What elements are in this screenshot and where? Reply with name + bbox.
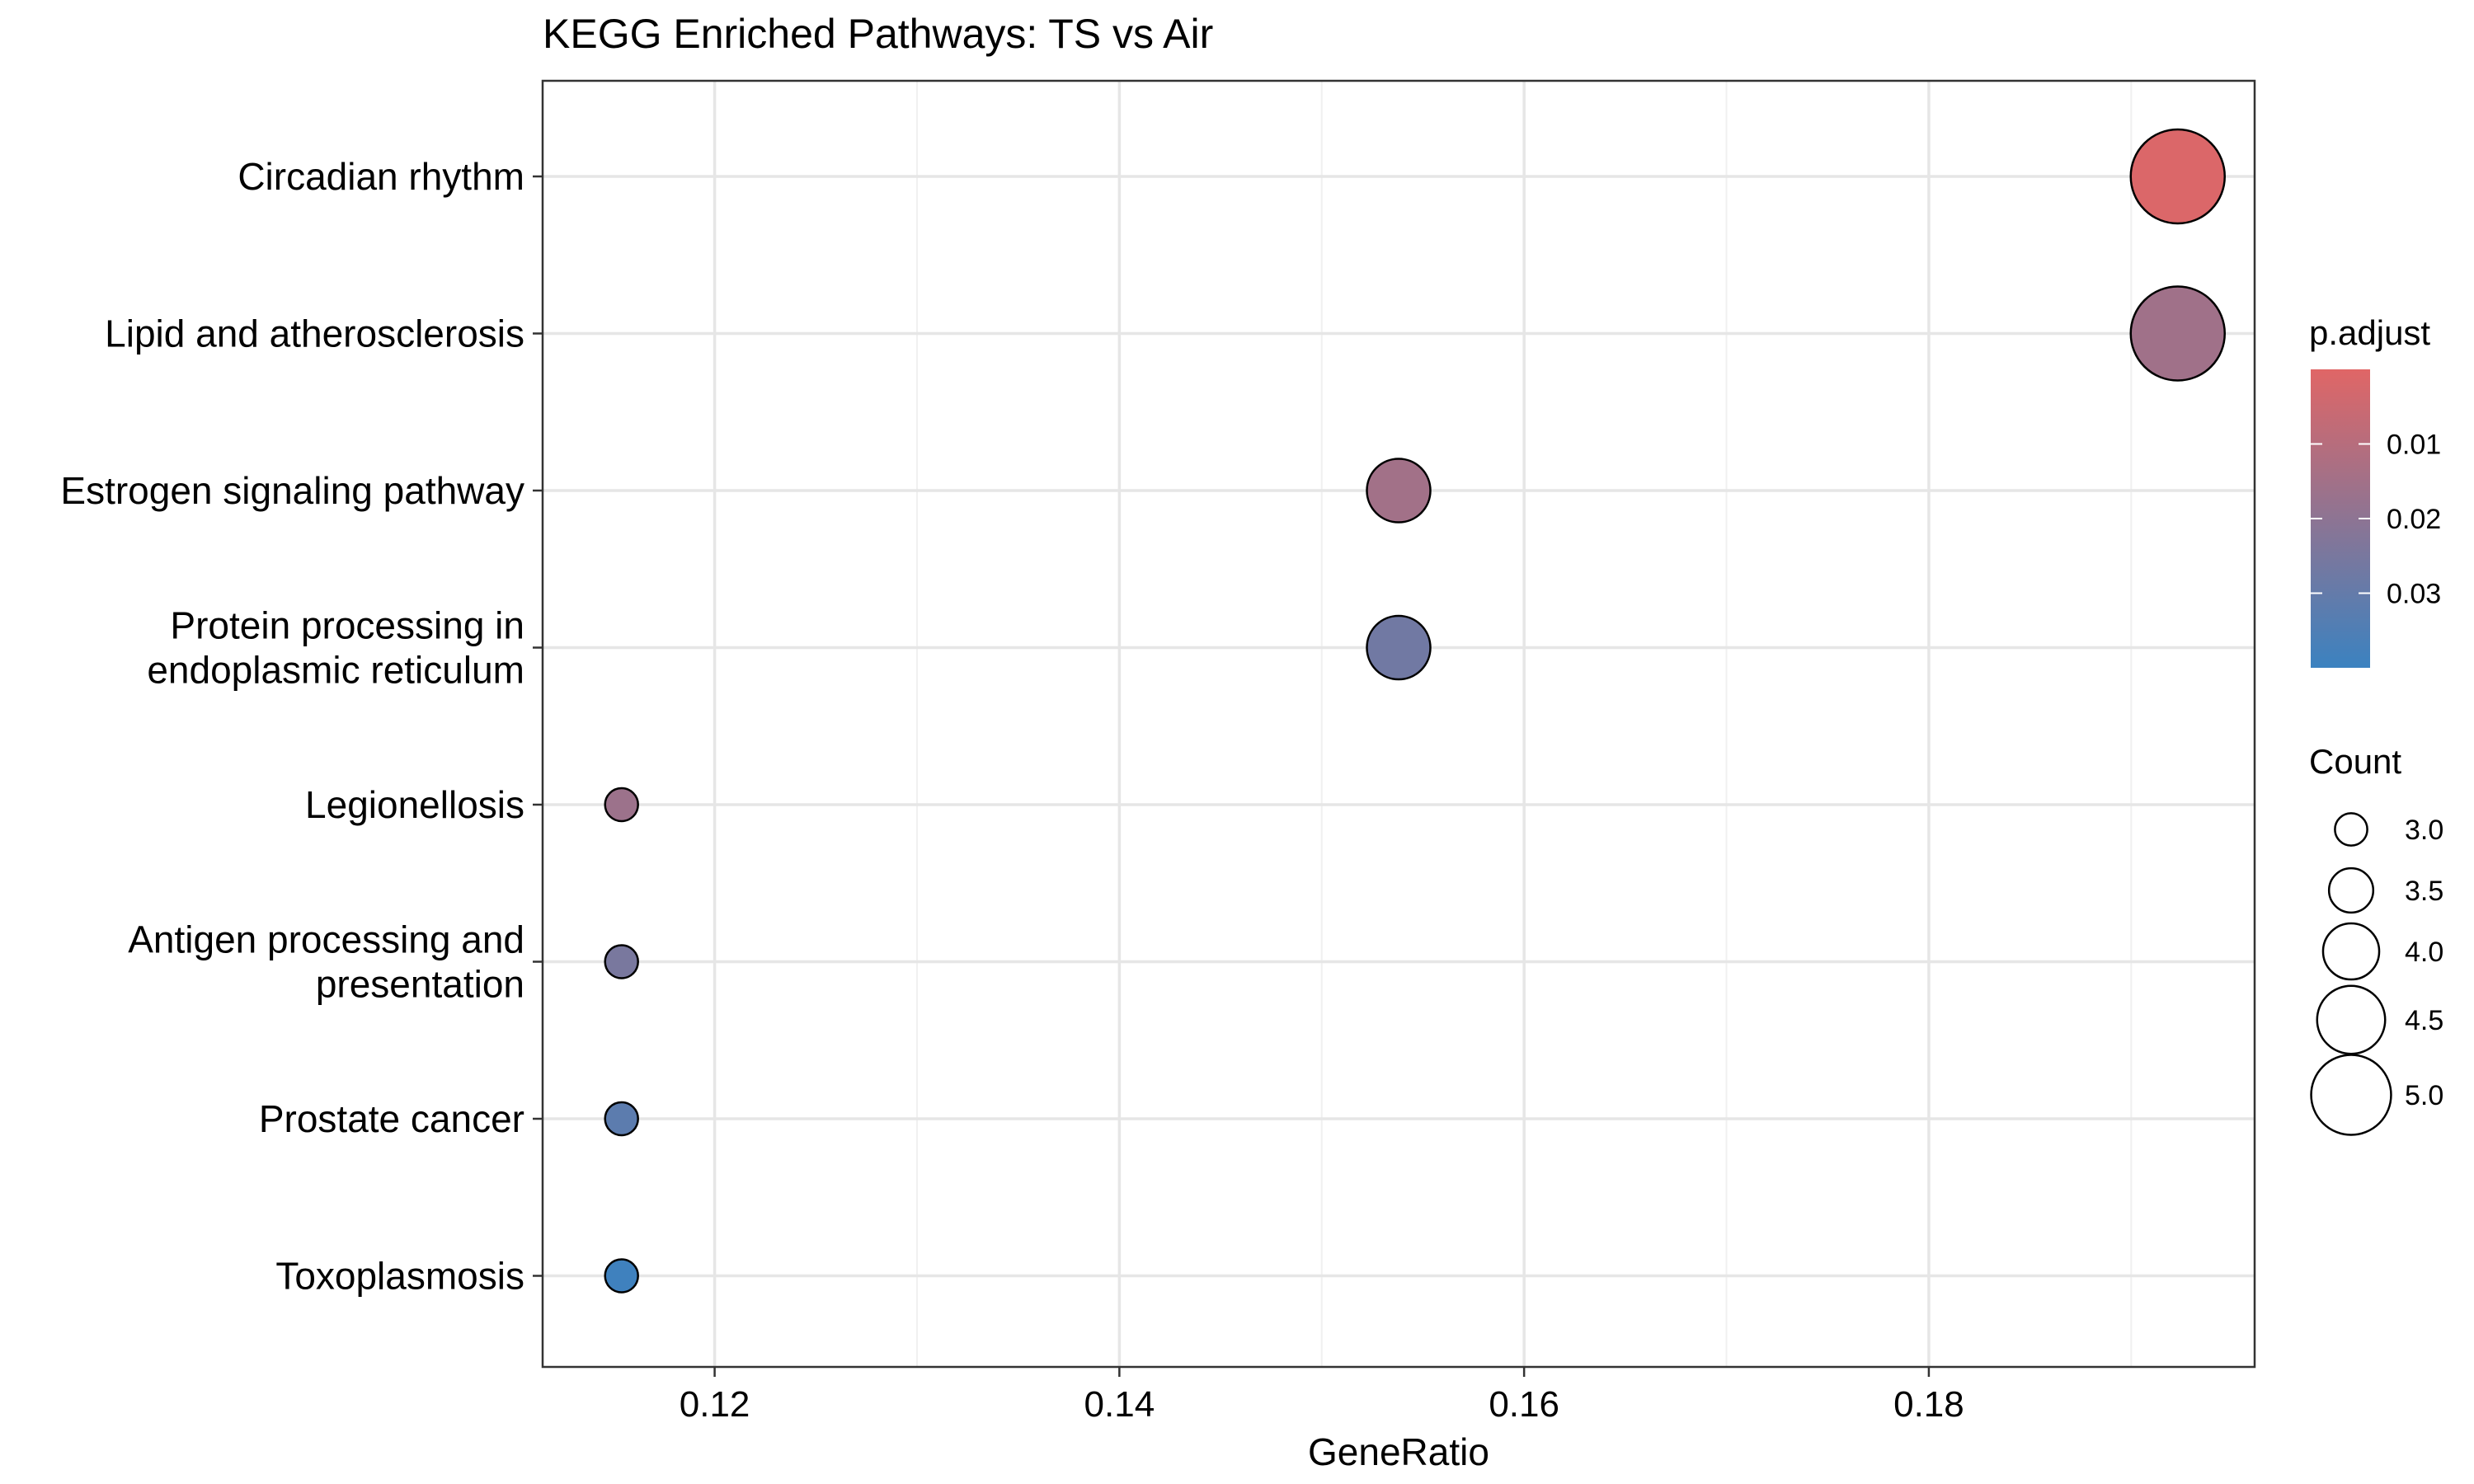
color-legend: p.adjust 0.01 0.02 0.03 [2309,313,2441,668]
y-tick-label: Estrogen signaling pathway [60,469,524,512]
size-legend-label: 5.0 [2405,1080,2443,1111]
size-legend-key [2334,812,2368,847]
plot-panel [543,81,2255,1367]
data-point [2129,285,2227,382]
data-point [1366,458,1432,524]
data-point [604,944,639,979]
size-legend-key [2310,1054,2392,1136]
y-tick-label: Prostate cancer [259,1097,524,1140]
size-legend-label: 4.0 [2405,937,2443,968]
y-tick-label: Antigen processing and presentation [128,918,524,1006]
x-tick-label: 0.14 [1084,1384,1155,1425]
colorbar-tick-label: 0.01 [2387,430,2441,461]
x-tick-label: 0.12 [680,1384,750,1425]
size-legend: Count 3.0 3.5 4.0 4.5 5.0 [2309,742,2443,1136]
y-tick-label: Protein processing in endoplasmic reticul… [147,604,524,692]
plot-border [541,79,2256,1369]
y-tick-label: Circadian rhythm [238,155,524,198]
size-legend-title: Count [2309,742,2401,781]
axes: 0.12 0.14 0.16 0.18 Circadian rhythm Lipid an… [60,155,1964,1425]
colorbar-tick-label: 0.03 [2387,579,2441,610]
size-legend-label: 4.5 [2405,1005,2443,1036]
data-points [604,128,2227,1294]
size-legend-key [2327,866,2375,914]
x-tick-label: 0.16 [1489,1384,1559,1425]
chart-title: KEGG Enriched Pathways: TS vs Air [543,11,1213,57]
data-point [1366,614,1432,681]
x-axis-label: GeneRatio [1308,1430,1489,1473]
colorbar-tick-label: 0.02 [2387,504,2441,535]
size-legend-label: 3.0 [2405,815,2443,846]
data-point [604,787,639,823]
data-point [604,1101,639,1137]
x-tick-label: 0.18 [1893,1384,1964,1425]
size-legend-key [2321,922,2381,981]
size-legend-items: 3.0 3.5 4.0 4.5 5.0 [2310,812,2443,1136]
data-point [604,1258,639,1294]
size-legend-label: 3.5 [2405,876,2443,907]
grid-lines [543,81,2255,1367]
y-tick-label: Toxoplasmosis [275,1255,524,1298]
color-legend-ticks: 0.01 0.02 0.03 [2311,430,2441,610]
y-tick-label: Legionellosis [305,783,524,826]
size-legend-key [2316,984,2387,1055]
y-tick-label: Lipid and atherosclerosis [105,312,524,355]
color-legend-title: p.adjust [2309,313,2430,352]
data-point [2129,128,2227,225]
